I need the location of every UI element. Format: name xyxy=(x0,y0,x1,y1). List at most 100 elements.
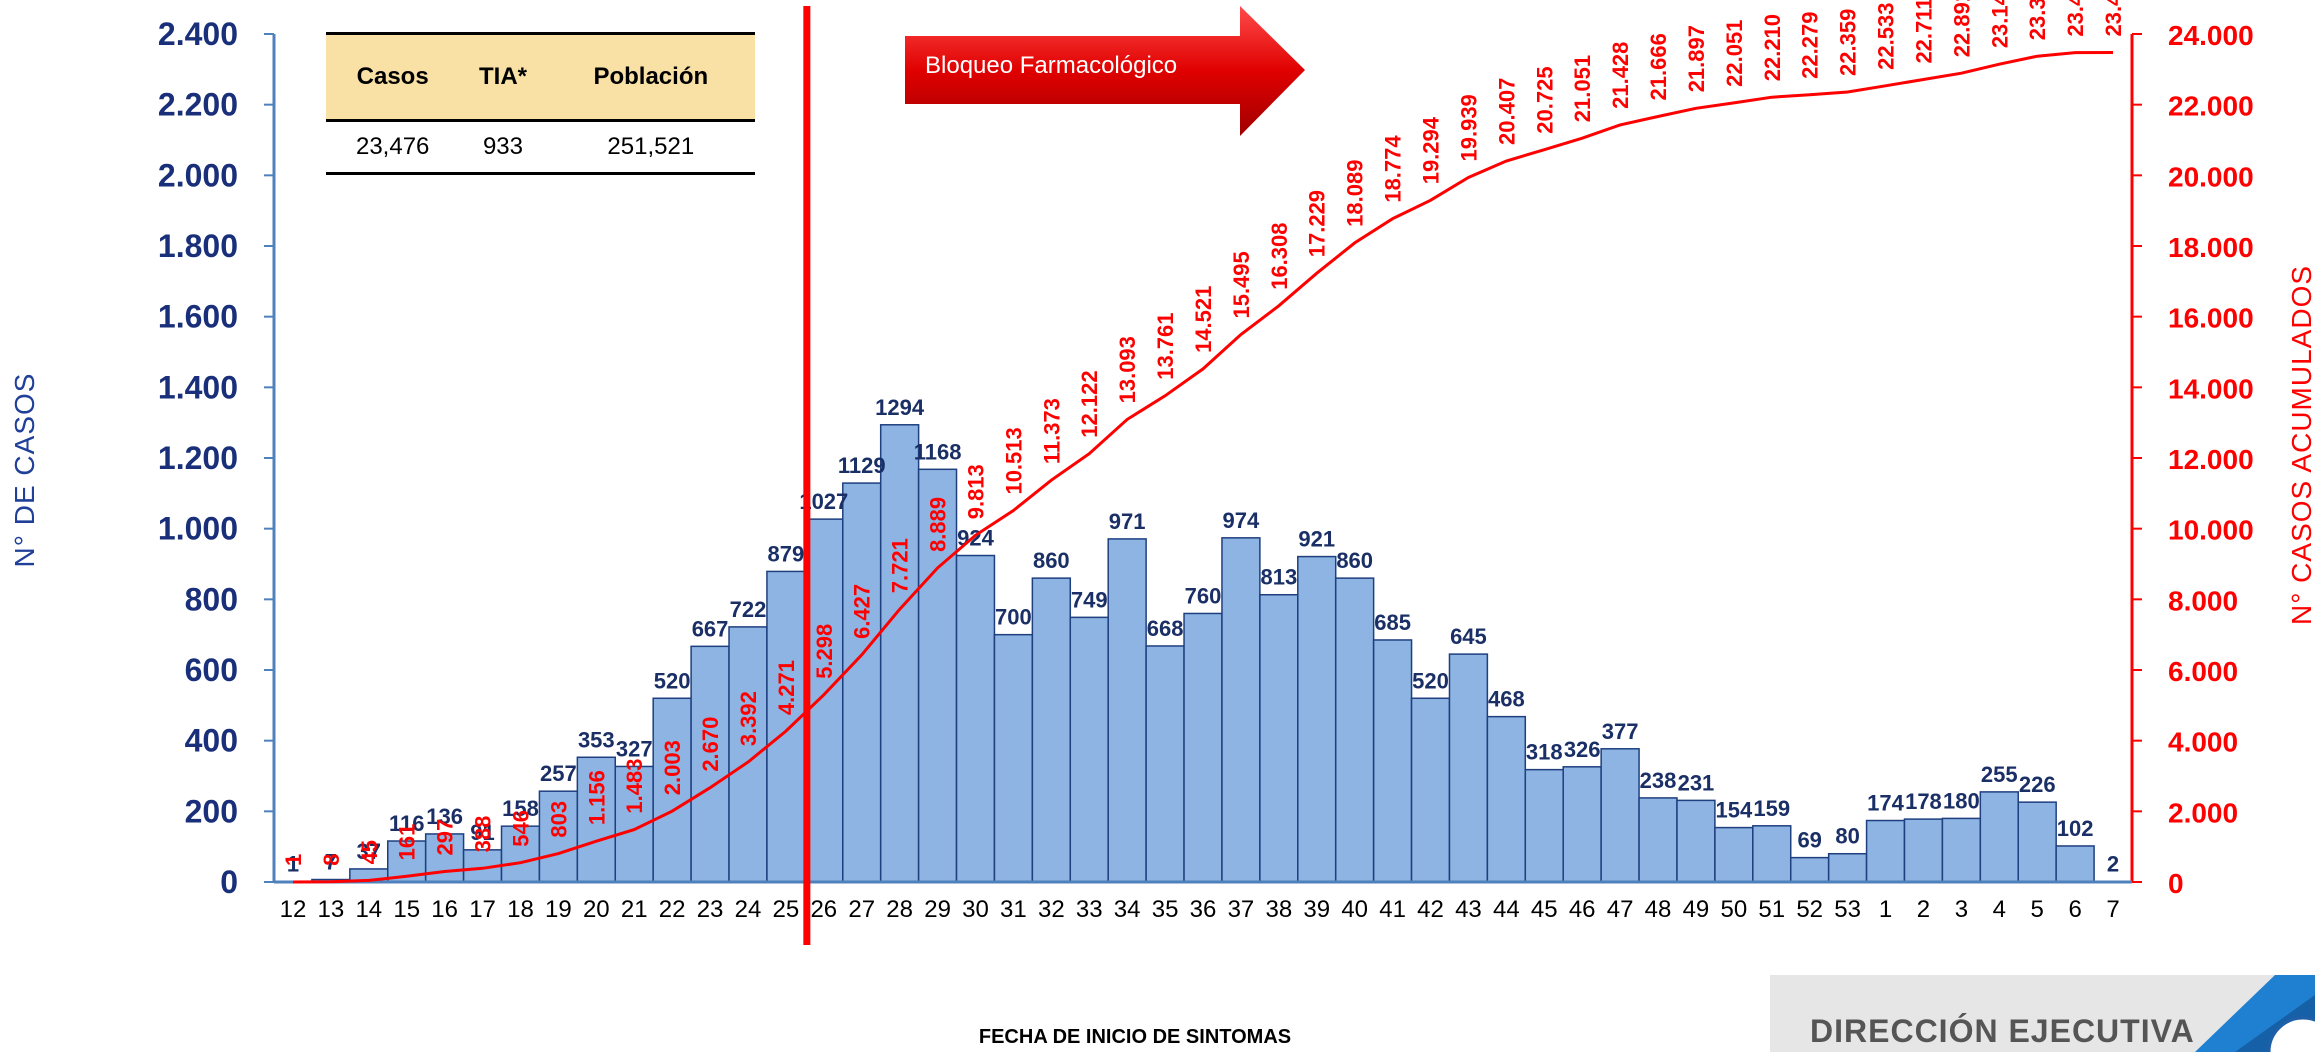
cumulative-value-label: 13.093 xyxy=(1115,336,1140,403)
bar xyxy=(1486,715,1527,883)
x-tick-label: 45 xyxy=(1531,896,1558,923)
bar-value-label: 154 xyxy=(1715,798,1752,823)
x-tick-label: 28 xyxy=(886,896,913,923)
bar-value-label: 749 xyxy=(1071,587,1108,612)
bar-value-label: 667 xyxy=(692,616,729,641)
y-right-tick-label: 24.000 xyxy=(2168,20,2254,51)
bar xyxy=(1600,748,1640,883)
bar-value-label: 645 xyxy=(1450,624,1487,649)
cumulative-value-label: 21.428 xyxy=(1608,42,1633,109)
cumulative-value-label: 10.513 xyxy=(1001,427,1026,494)
bar-value-label: 468 xyxy=(1488,687,1525,712)
cumulative-value-label: 388 xyxy=(471,816,496,853)
y-left-tick-label: 1.000 xyxy=(158,511,238,547)
x-tick-label: 16 xyxy=(431,896,458,923)
x-tick-label: 49 xyxy=(1683,896,1710,923)
cumulative-value-label: 23.146 xyxy=(1987,0,2012,48)
bar-value-label: 318 xyxy=(1526,740,1563,765)
y-right-tick-label: 22.000 xyxy=(2168,91,2254,122)
x-tick-label: 36 xyxy=(1190,896,1217,923)
bar-value-label: 231 xyxy=(1678,770,1715,795)
bar-value-label: 879 xyxy=(768,541,805,566)
bar-value-label: 1 xyxy=(287,852,299,877)
y-right-tick-label: 16.000 xyxy=(2168,303,2254,334)
x-tick-label: 20 xyxy=(583,896,610,923)
header-casos: Casos xyxy=(326,32,460,122)
x-tick-label: 6 xyxy=(2068,896,2081,923)
cumulative-value-label: 22.891 xyxy=(1949,0,1974,57)
logo-text: DIRECCIÓN EJECUTIVA xyxy=(1810,1013,2195,1049)
bar xyxy=(1145,645,1185,883)
bar xyxy=(1031,577,1072,883)
cumulative-value-label: 20.407 xyxy=(1494,78,1519,145)
x-tick-label: 50 xyxy=(1721,896,1748,923)
bar xyxy=(1714,826,1754,883)
header-poblacion: Población xyxy=(546,32,755,122)
cumulative-value-label: 20.725 xyxy=(1532,66,1557,133)
bar-value-label: 326 xyxy=(1564,737,1601,762)
bar xyxy=(804,518,844,883)
bar xyxy=(1638,797,1678,883)
x-tick-label: 37 xyxy=(1228,896,1255,923)
bar-value-label: 813 xyxy=(1260,565,1297,590)
y-left-tick-label: 1.400 xyxy=(158,369,238,405)
y-right-tick-label: 18.000 xyxy=(2168,232,2254,263)
cumulative-value-label: 161 xyxy=(395,824,420,861)
bar-value-label: 158 xyxy=(502,796,539,821)
x-tick-label: 48 xyxy=(1645,896,1672,923)
cumulative-value-label: 11.373 xyxy=(1039,398,1064,464)
cumulative-value-label: 22.711 xyxy=(1911,0,1936,64)
bar xyxy=(1107,538,1147,883)
bar xyxy=(2055,845,2095,883)
y-left-tick-label: 0 xyxy=(220,864,238,900)
cumulative-value-label: 9.813 xyxy=(963,464,988,519)
bar-value-label: 760 xyxy=(1185,583,1222,608)
x-tick-label: 43 xyxy=(1455,896,1482,923)
bar xyxy=(1183,612,1223,883)
bar-value-label: 255 xyxy=(1981,762,2018,787)
y-right-tick-label: 6.000 xyxy=(2168,656,2238,687)
bar-value-label: 2 xyxy=(2107,851,2119,876)
cumulative-value-label: 12.122 xyxy=(1077,370,1102,437)
summary-table-row: 23,476 933 251,521 xyxy=(326,120,755,175)
bar xyxy=(1865,819,1906,883)
x-tick-label: 24 xyxy=(735,896,762,923)
cumulative-value-label: 803 xyxy=(546,801,571,838)
x-tick-label: 38 xyxy=(1265,896,1292,923)
y-right-tick-label: 8.000 xyxy=(2168,585,2238,616)
bar xyxy=(1941,817,1982,883)
bar xyxy=(955,554,996,883)
x-tick-label: 7 xyxy=(2106,896,2119,923)
cumulative-value-label: 3.392 xyxy=(736,691,761,746)
x-axis-label: FECHA DE INICIO DE SINTOMAS xyxy=(978,1026,1292,1048)
bar xyxy=(1979,791,2019,883)
bar xyxy=(1827,852,1868,883)
x-tick-label: 27 xyxy=(848,896,875,923)
cumulative-value-label: 15.495 xyxy=(1229,251,1254,318)
cumulative-value-label: 16.308 xyxy=(1267,222,1292,289)
y-axis-right-label: N° CASOS ACUMULADOS xyxy=(2286,264,2315,626)
bar-value-label: 974 xyxy=(1223,508,1260,533)
x-tick-label: 21 xyxy=(621,896,648,923)
x-tick-label: 3 xyxy=(1955,896,1968,923)
bar-value-label: 520 xyxy=(654,668,691,693)
bar xyxy=(1903,818,1944,883)
bar-value-label: 238 xyxy=(1640,768,1677,793)
summary-table: Casos TIA* Población 23,476 933 251,521 xyxy=(326,32,755,175)
cumulative-value-label: 21.666 xyxy=(1646,33,1671,100)
cumulative-value-label: 13.761 xyxy=(1153,312,1178,379)
cumulative-value-label: 1 xyxy=(281,854,306,866)
y-left-tick-label: 1.800 xyxy=(158,228,238,264)
y-left-tick-label: 1.600 xyxy=(158,299,238,335)
cumulative-value-label: 5.298 xyxy=(812,624,837,679)
cumulative-value-label: 23.476 xyxy=(2101,0,2126,37)
cumulative-value-label: 19.294 xyxy=(1419,116,1444,184)
cumulative-value-label: 22.210 xyxy=(1760,14,1785,81)
x-tick-label: 29 xyxy=(924,896,951,923)
x-tick-label: 15 xyxy=(393,896,420,923)
bar xyxy=(1752,825,1792,883)
cumulative-value-label: 21.051 xyxy=(1570,55,1595,122)
bar xyxy=(842,482,882,883)
bar-value-label: 80 xyxy=(1835,824,1859,849)
cumulative-value-label: 1.483 xyxy=(622,759,647,814)
